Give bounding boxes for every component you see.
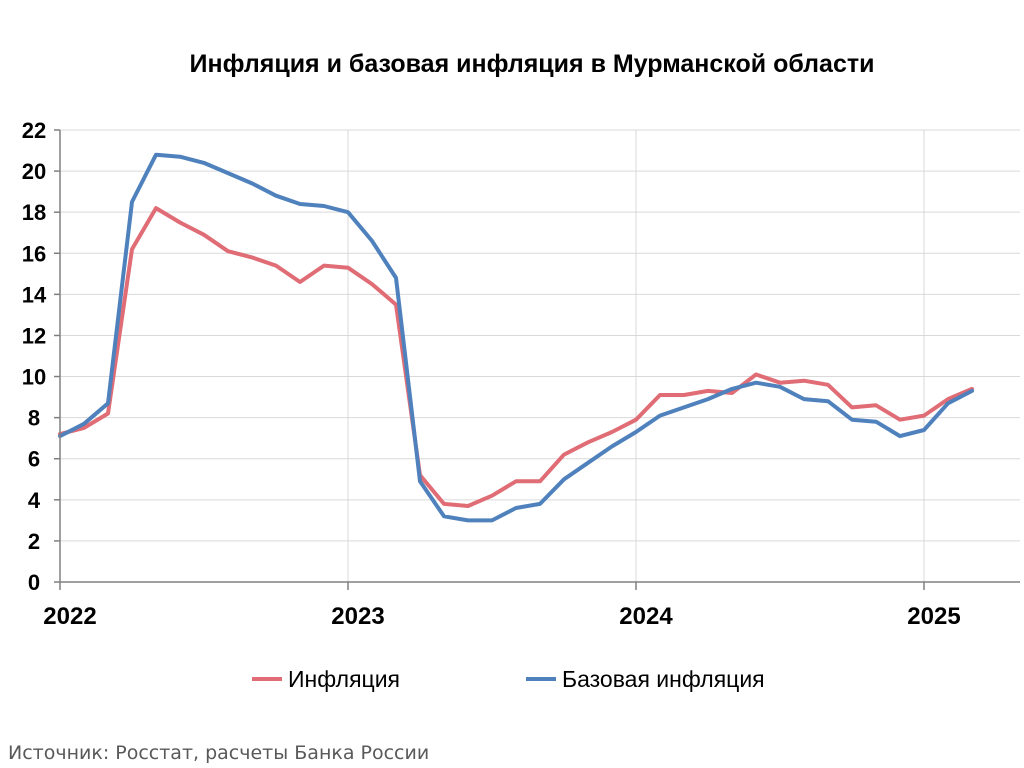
y-tick-label: 20 — [22, 159, 46, 184]
gridlines — [60, 129, 1020, 582]
y-tick-label: 0 — [28, 570, 40, 595]
x-tick-label: 2022 — [43, 603, 96, 630]
y-tick-label: 10 — [22, 365, 46, 390]
series-line-0 — [58, 206, 974, 508]
x-tick-label: 2023 — [331, 603, 384, 630]
x-axis-ticks: 2022 2023 2024 2025 — [43, 582, 961, 630]
y-tick-label: 8 — [28, 406, 40, 431]
y-axis-ticks: 0 2 4 6 8 10 12 14 16 18 20 22 — [22, 118, 60, 595]
y-tick-label: 4 — [28, 488, 41, 513]
legend: Инфляция Базовая инфляция — [252, 666, 765, 692]
y-tick-label: 2 — [28, 529, 40, 554]
x-tick-label: 2024 — [619, 603, 673, 630]
series-line-1 — [58, 152, 974, 523]
y-tick-label: 14 — [22, 282, 47, 307]
legend-label-1: Базовая инфляция — [562, 666, 765, 692]
y-tick-label: 22 — [22, 118, 46, 143]
source-note: Источник: Росстат, расчеты Банка России — [8, 742, 429, 764]
legend-label-0: Инфляция — [288, 666, 400, 692]
y-tick-label: 6 — [28, 447, 40, 472]
chart-title: Инфляция и базовая инфляция в Мурманской… — [190, 50, 875, 78]
y-tick-label: 16 — [22, 241, 46, 266]
y-tick-label: 18 — [22, 200, 46, 225]
series-lines — [58, 152, 974, 523]
x-tick-label: 2025 — [907, 603, 960, 630]
y-tick-label: 12 — [22, 323, 46, 348]
